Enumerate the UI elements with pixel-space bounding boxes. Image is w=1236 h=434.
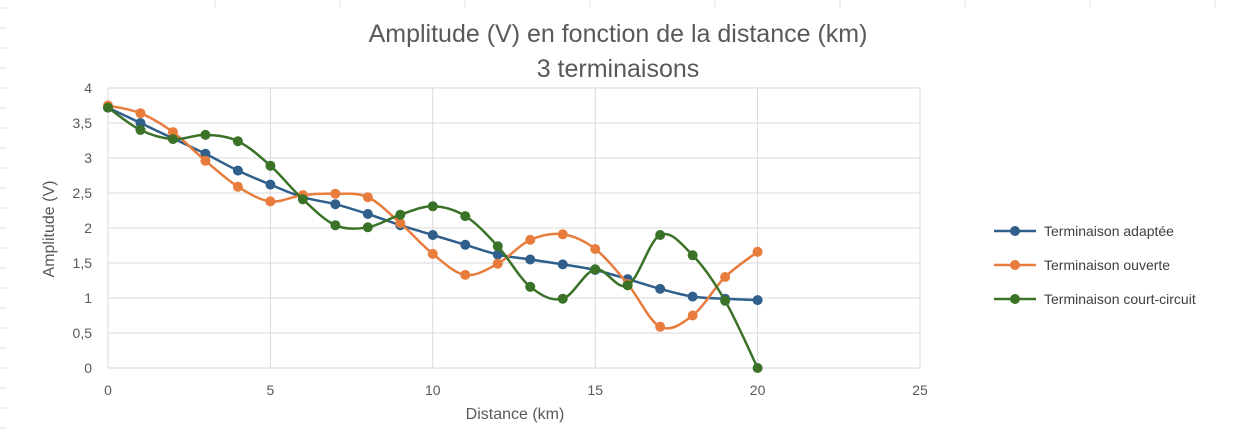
y-tick-label: 0 — [84, 360, 92, 376]
data-point — [655, 283, 666, 294]
data-point — [265, 196, 276, 207]
data-point — [200, 148, 211, 159]
data-point — [687, 291, 698, 302]
x-tick-label: 15 — [587, 382, 603, 398]
y-tick-label: 2,5 — [73, 185, 93, 201]
series-3 — [103, 102, 763, 373]
data-point — [265, 179, 276, 190]
data-point — [330, 199, 341, 210]
data-point — [330, 220, 341, 231]
data-point — [460, 269, 471, 280]
data-point — [492, 249, 503, 260]
data-point — [330, 188, 341, 199]
data-point — [720, 272, 731, 282]
data-point — [655, 321, 666, 332]
data-point — [427, 201, 438, 212]
data-point — [362, 222, 373, 233]
data-point — [752, 295, 763, 306]
chart-title: Amplitude (V) en fonction de la distance… — [368, 20, 868, 48]
data-point — [590, 264, 601, 275]
x-tick-label: 20 — [750, 382, 766, 398]
y-tick-label: 1,5 — [73, 255, 93, 271]
legend-item: Terminaison adaptée — [994, 214, 1196, 248]
legend-label: Terminaison adaptée — [1044, 223, 1174, 239]
data-point — [362, 209, 373, 219]
y-tick-label: 3 — [84, 150, 92, 166]
legend-label: Terminaison court-circuit — [1044, 291, 1196, 307]
data-point — [492, 258, 503, 269]
legend-item: Terminaison ouverte — [994, 248, 1196, 282]
legend-marker — [1010, 294, 1020, 304]
legend-label: Terminaison ouverte — [1044, 257, 1171, 273]
data-point — [135, 118, 146, 128]
x-tick-label: 10 — [425, 382, 441, 398]
y-tick-label: 2 — [84, 220, 92, 236]
data-point — [460, 211, 471, 222]
data-point — [135, 125, 146, 135]
axis-tick-labels: 0 0,5 1 1,5 2 2,5 3 3,5 4 0 5 10 15 20 25 — [73, 80, 928, 398]
legend-marker — [1010, 226, 1020, 236]
data-point — [557, 229, 568, 240]
legend-swatch-slot — [994, 259, 1038, 271]
data-point — [557, 259, 568, 270]
data-point — [720, 295, 731, 306]
data-point — [232, 136, 243, 147]
series-layer — [103, 100, 763, 373]
chart-legend: Terminaison adaptée Terminaison ouverte … — [994, 214, 1196, 316]
data-point — [232, 165, 243, 176]
data-point — [395, 209, 406, 220]
data-point — [427, 248, 438, 259]
chart-subtitle: 3 terminaisons — [536, 55, 700, 83]
x-tick-label: 5 — [267, 382, 275, 398]
data-point — [590, 244, 601, 254]
data-point — [525, 254, 536, 265]
data-point — [362, 192, 373, 203]
data-point — [103, 102, 113, 113]
data-point — [297, 194, 308, 205]
legend-item: Terminaison court-circuit — [994, 282, 1196, 316]
data-point — [557, 293, 568, 304]
data-point — [525, 281, 536, 292]
chart-gridlines — [107, 87, 921, 369]
data-point — [167, 134, 178, 145]
legend-marker — [1010, 260, 1020, 270]
y-tick-label: 4 — [84, 80, 92, 96]
data-point — [135, 108, 146, 119]
x-tick-label: 25 — [912, 382, 928, 398]
data-point — [492, 241, 503, 252]
data-point — [752, 363, 763, 373]
data-point — [460, 239, 471, 250]
data-point — [200, 129, 211, 140]
legend-swatch-slot — [994, 225, 1038, 237]
data-point — [622, 280, 633, 291]
data-point — [525, 234, 536, 245]
data-point — [752, 246, 763, 257]
data-point — [687, 250, 698, 261]
series-2 — [103, 100, 763, 332]
data-point — [167, 127, 178, 138]
x-tick-label: 0 — [104, 382, 112, 398]
data-point — [655, 230, 666, 240]
data-point — [395, 218, 406, 229]
y-tick-label: 0,5 — [73, 325, 93, 341]
legend-swatch-slot — [994, 293, 1038, 305]
x-axis-label: Distance (km) — [465, 406, 565, 423]
data-point — [427, 230, 438, 240]
legend-swatches — [994, 226, 1036, 304]
y-tick-label: 3,5 — [73, 115, 93, 131]
y-axis-label: Amplitude (V) — [41, 180, 58, 278]
data-point — [200, 155, 211, 166]
data-point — [687, 310, 698, 321]
y-tick-label: 1 — [84, 290, 92, 306]
data-point — [232, 181, 243, 192]
data-point — [265, 160, 276, 171]
